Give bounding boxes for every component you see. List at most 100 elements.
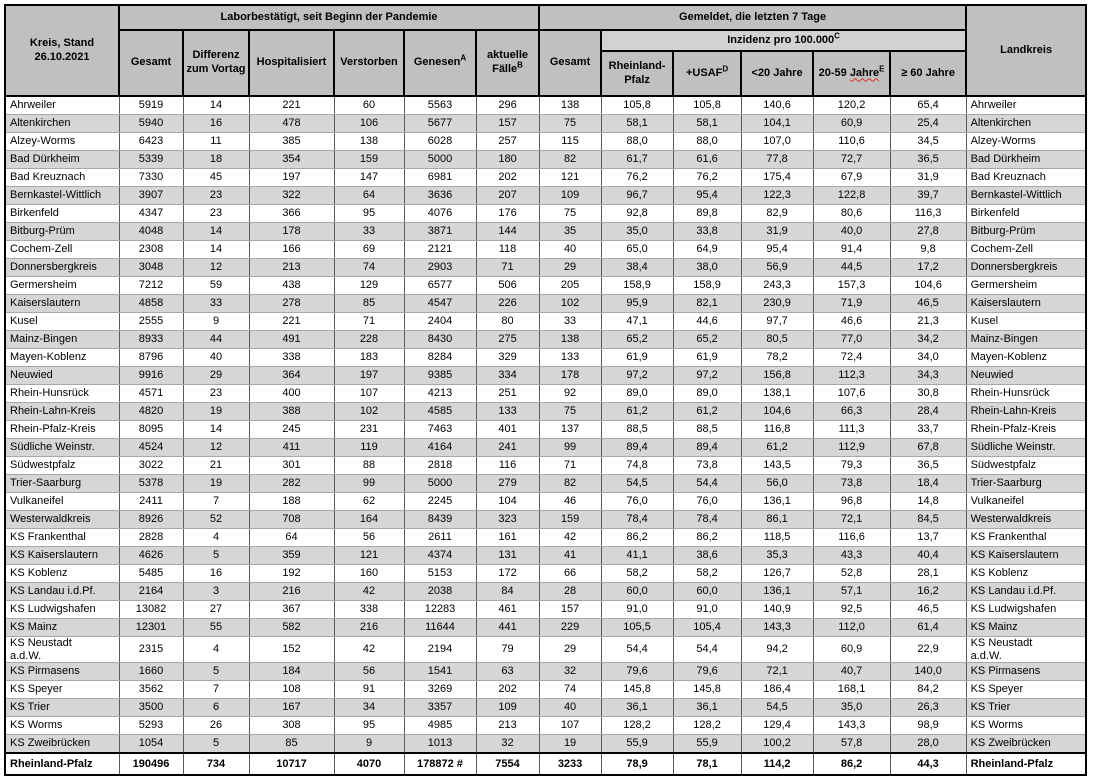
value-cell: 42: [538, 528, 602, 547]
table-row: KS Neustadt a.d.W. 2315 4 152 42 2194 79 29 54,4…: [4, 635, 1087, 664]
value-cell: 79,6: [600, 662, 674, 682]
value-cell: 18: [182, 150, 250, 169]
value-cell: 338: [333, 600, 405, 619]
value-cell: 116,3: [889, 204, 967, 223]
table-row: Cochem-Zell 2308 14 166 69 2121 118 40 65,0 64,9 9…: [4, 240, 1087, 259]
landkreis-cell: Altenkirchen: [965, 114, 1087, 133]
value-cell: 131: [475, 546, 540, 565]
value-cell: 178: [248, 222, 335, 241]
value-cell: 65,2: [600, 330, 674, 349]
value-cell: 105,8: [600, 95, 674, 115]
value-cell: 61,9: [672, 348, 742, 367]
value-cell: 52,8: [812, 564, 891, 583]
value-cell: 92: [538, 384, 602, 403]
value-cell: 158,9: [672, 276, 742, 295]
value-cell: 61,7: [600, 150, 674, 169]
value-cell: 3233: [538, 752, 602, 776]
value-cell: 2404: [403, 312, 477, 331]
value-cell: 338: [248, 348, 335, 367]
kreis-cell: KS Neustadt a.d.W.: [4, 635, 120, 664]
kreis-cell: KS Landau i.d.Pf.: [4, 582, 120, 601]
value-cell: 31,9: [889, 168, 967, 187]
value-cell: 213: [475, 716, 540, 736]
value-cell: 30,8: [889, 384, 967, 403]
value-cell: 38,6: [672, 546, 742, 565]
value-cell: 120,2: [812, 95, 891, 115]
kreis-cell: Bad Kreuznach: [4, 168, 120, 187]
value-cell: 54,4: [600, 635, 674, 664]
footnote-a: A: [460, 53, 467, 63]
kreis-cell: Südliche Weinstr.: [4, 438, 120, 457]
value-cell: 167: [248, 698, 335, 718]
value-cell: 96,8: [812, 492, 891, 511]
footnote-d: D: [722, 63, 729, 73]
value-cell: 7: [182, 680, 250, 700]
value-cell: 66: [538, 564, 602, 583]
kreis-cell: Altenkirchen: [4, 114, 120, 133]
table-row: KS Trier 3500 6 167 34 3357 109 40 36,1 36,1 54,5 3…: [4, 698, 1087, 718]
value-cell: 96,7: [600, 186, 674, 205]
value-cell: 16: [182, 564, 250, 583]
value-cell: 5919: [118, 95, 184, 115]
kreis-cell: KS Mainz: [4, 618, 120, 637]
value-cell: 159: [333, 150, 405, 169]
landkreis-cell: Trier-Saarburg: [965, 474, 1087, 493]
landkreis-cell: Rhein-Lahn-Kreis: [965, 402, 1087, 421]
value-cell: 91,4: [812, 240, 891, 259]
table-row: Bitburg-Prüm 4048 14 178 33 3871 144 35 35,0 33,8…: [4, 222, 1087, 241]
kreis-cell: KS Koblenz: [4, 564, 120, 583]
value-cell: 207: [475, 186, 540, 205]
col-header-differenz-vortag: Differenz zum Vortag: [182, 29, 250, 97]
value-cell: 213: [248, 258, 335, 277]
value-cell: 118,5: [740, 528, 814, 547]
kreis-cell: Kusel: [4, 312, 120, 331]
value-cell: 121: [333, 546, 405, 565]
value-cell: 88,5: [672, 420, 742, 439]
value-cell: 1660: [118, 662, 184, 682]
value-cell: 133: [475, 402, 540, 421]
value-cell: 197: [333, 366, 405, 385]
table-row: Rhein-Lahn-Kreis 4820 19 388 102 4585 133 75 61,…: [4, 402, 1087, 421]
landkreis-cell: Mainz-Bingen: [965, 330, 1087, 349]
table-row: KS Zweibrücken 1054 5 85 9 1013 32 19 55,9 55,9 10…: [4, 734, 1087, 754]
value-cell: 86,2: [672, 528, 742, 547]
value-cell: 4585: [403, 402, 477, 421]
value-cell: 40: [538, 698, 602, 718]
landkreis-cell: KS Koblenz: [965, 564, 1087, 583]
covid-statistics-table: Kreis, Stand 26.10.2021 Laborbestätigt, …: [4, 4, 1088, 777]
value-cell: 28,4: [889, 402, 967, 421]
value-cell: 359: [248, 546, 335, 565]
table-row: KS Speyer 3562 7 108 91 3269 202 74 145,8 145,8 18…: [4, 680, 1087, 700]
value-cell: 7330: [118, 168, 184, 187]
value-cell: 33: [182, 294, 250, 313]
value-cell: 80,5: [740, 330, 814, 349]
landkreis-cell: Rhein-Hunsrück: [965, 384, 1087, 403]
value-cell: 438: [248, 276, 335, 295]
value-cell: 6: [182, 698, 250, 718]
value-cell: 75: [538, 204, 602, 223]
value-cell: 6577: [403, 276, 477, 295]
value-cell: 23: [182, 384, 250, 403]
value-cell: 216: [248, 582, 335, 601]
value-cell: 65,2: [672, 330, 742, 349]
value-cell: 92,8: [600, 204, 674, 223]
value-cell: 8095: [118, 420, 184, 439]
landkreis-cell: KS Trier: [965, 698, 1087, 718]
value-cell: 55: [182, 618, 250, 637]
value-cell: 86,2: [812, 752, 891, 776]
value-cell: 89,0: [600, 384, 674, 403]
value-cell: 34,3: [889, 366, 967, 385]
value-cell: 136,1: [740, 582, 814, 601]
landkreis-cell: Westerwaldkreis: [965, 510, 1087, 529]
landkreis-cell: Bernkastel-Wittlich: [965, 186, 1087, 205]
value-cell: 143,3: [812, 716, 891, 736]
landkreis-cell: Kusel: [965, 312, 1087, 331]
value-cell: 91: [333, 680, 405, 700]
col-header-aktuelle-faelle: aktuelle FälleB: [474, 29, 541, 97]
value-cell: 279: [475, 474, 540, 493]
value-cell: 14: [182, 420, 250, 439]
value-cell: 86,2: [600, 528, 674, 547]
value-cell: 4070: [333, 752, 405, 776]
value-cell: 105,5: [600, 618, 674, 637]
value-cell: 231: [333, 420, 405, 439]
